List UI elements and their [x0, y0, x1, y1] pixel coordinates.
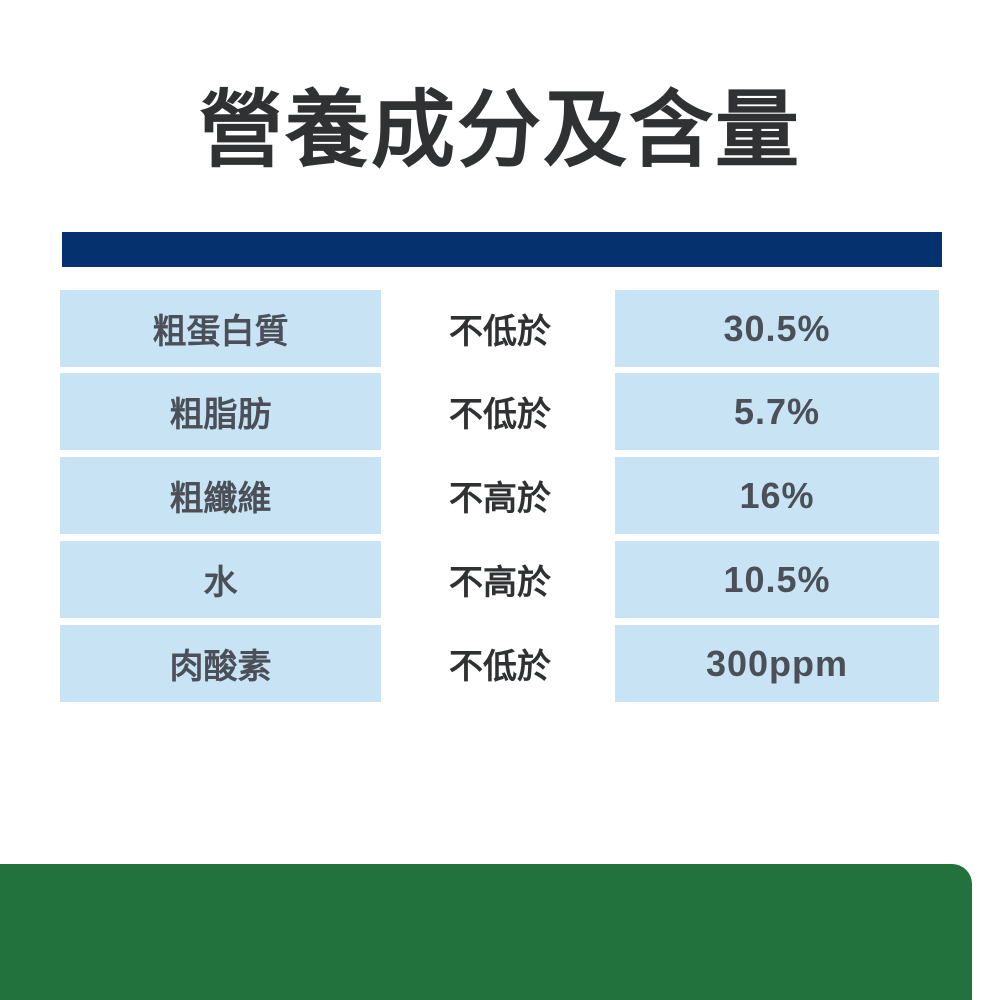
- nutrient-name: 粗蛋白質: [60, 290, 381, 367]
- condition-label: 不高於: [449, 563, 551, 603]
- condition-label: 不低於: [449, 647, 551, 687]
- page-title: 營養成分及含量: [198, 81, 801, 179]
- header-bar: [62, 232, 942, 267]
- nutrient-value: 16%: [615, 457, 939, 534]
- nutrient-name: 粗脂肪: [60, 373, 381, 450]
- table-row: 粗脂肪 不低於 5.7%: [0, 373, 1000, 450]
- nutrient-name: 粗纖維: [60, 457, 381, 534]
- nutrient-value: 5.7%: [615, 373, 939, 450]
- nutrient-value: 30.5%: [615, 290, 939, 367]
- table-row: 粗蛋白質 不低於 30.5%: [0, 290, 1000, 367]
- condition-label: 不低於: [449, 395, 551, 435]
- table-row: 水 不高於 10.5%: [0, 541, 1000, 618]
- nutrient-name: 肉酸素: [60, 625, 381, 702]
- nutrient-value: 300ppm: [615, 625, 939, 702]
- nutrient-name: 水: [60, 541, 381, 618]
- table-row: 肉酸素 不低於 300ppm: [0, 625, 1000, 702]
- nutrient-value: 10.5%: [615, 541, 939, 618]
- condition-label: 不高於: [449, 479, 551, 519]
- footer-green-block: [0, 864, 972, 1000]
- condition-label: 不低於: [449, 312, 551, 352]
- table-row: 粗纖維 不高於 16%: [0, 457, 1000, 534]
